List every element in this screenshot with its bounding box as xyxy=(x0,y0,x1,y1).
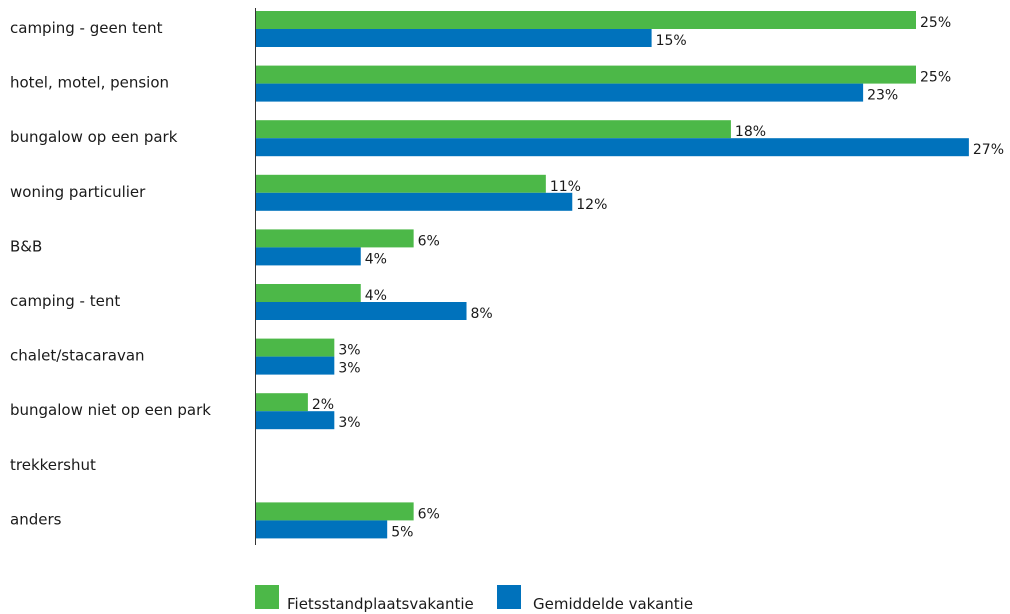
category-labels: camping - geen tent hotel, motel, pension… xyxy=(10,19,211,528)
legend-label: Fietsstandplaatsvakantie xyxy=(287,595,474,613)
bar xyxy=(255,174,546,193)
bar xyxy=(255,284,361,302)
value-label: 27% xyxy=(973,142,1004,158)
value-label: 3% xyxy=(338,343,360,359)
category-label: chalet/stacaravan xyxy=(10,347,145,365)
value-labels: 25%15%25%23%18%27%11%12%6%4%4%8%3%3%2%3%… xyxy=(312,15,1004,540)
legend-swatch xyxy=(255,585,279,609)
bar xyxy=(255,247,361,266)
category-label: bungalow niet op een park xyxy=(10,401,211,419)
category-label: camping - geen tent xyxy=(10,19,163,37)
value-label: 6% xyxy=(418,233,440,249)
value-label: 23% xyxy=(867,88,898,104)
legend: Fietsstandplaatsvakantie Gemiddelde vakan… xyxy=(255,585,693,613)
value-label: 4% xyxy=(365,288,387,304)
value-label: 2% xyxy=(312,397,334,413)
legend-label: Gemiddelde vakantie xyxy=(533,595,693,613)
bar xyxy=(255,393,308,412)
category-label: woning particulier xyxy=(10,183,146,201)
bar xyxy=(255,29,652,47)
bar xyxy=(255,11,916,29)
bar xyxy=(255,411,335,430)
bar xyxy=(255,520,388,539)
value-label: 3% xyxy=(338,415,360,431)
category-label: bungalow op een park xyxy=(10,128,178,146)
category-label: B&B xyxy=(10,237,42,255)
value-label: 4% xyxy=(365,251,387,267)
value-label: 11% xyxy=(550,179,581,195)
value-label: 5% xyxy=(391,524,413,540)
bar xyxy=(255,502,414,521)
bar xyxy=(255,120,731,139)
bar xyxy=(255,192,573,211)
bar xyxy=(255,356,335,375)
value-label: 12% xyxy=(576,197,607,213)
value-label: 8% xyxy=(471,306,493,322)
category-label: trekkershut xyxy=(10,456,96,474)
category-label: anders xyxy=(10,510,62,528)
bar xyxy=(255,338,335,357)
bar xyxy=(255,302,467,320)
value-label: 18% xyxy=(735,124,766,140)
value-label: 25% xyxy=(920,70,951,86)
category-label: camping - tent xyxy=(10,292,120,310)
bar xyxy=(255,138,969,157)
bar xyxy=(255,83,864,102)
bar xyxy=(255,65,916,84)
category-label: hotel, motel, pension xyxy=(10,74,169,92)
bars xyxy=(255,11,969,539)
bar xyxy=(255,229,414,248)
legend-swatch xyxy=(497,585,521,609)
value-label: 15% xyxy=(656,33,687,49)
value-label: 25% xyxy=(920,15,951,31)
value-label: 6% xyxy=(418,506,440,522)
value-label: 3% xyxy=(338,361,360,377)
